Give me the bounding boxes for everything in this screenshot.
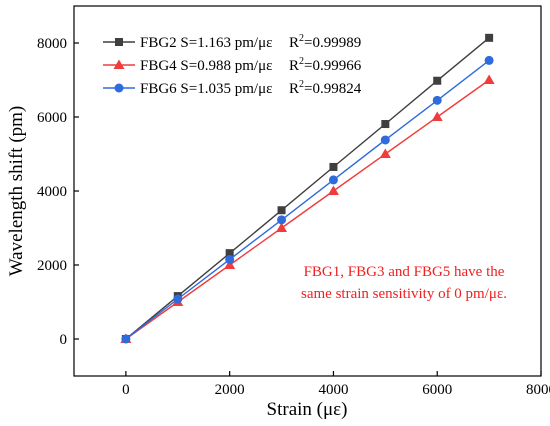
data-point-fbg6 bbox=[484, 55, 494, 65]
data-point-fbg2 bbox=[329, 162, 338, 171]
r2-label: R bbox=[289, 81, 299, 97]
y-tick-label: 4000 bbox=[37, 184, 67, 200]
data-point-fbg2 bbox=[485, 33, 494, 42]
data-point-fbg4 bbox=[379, 148, 391, 158]
data-point-fbg2 bbox=[277, 206, 286, 215]
y-tick-label: 6000 bbox=[37, 110, 67, 126]
r2-label: R bbox=[289, 58, 299, 74]
annotation-line: same strain sensitivity of 0 pm/με. bbox=[301, 286, 507, 302]
series-line-fbg6 bbox=[125, 59, 490, 340]
data-point-fbg6 bbox=[277, 215, 287, 225]
data-point-fbg2 bbox=[381, 120, 390, 129]
y-tick-label: 8000 bbox=[37, 36, 67, 52]
data-point-fbg4 bbox=[483, 74, 495, 84]
plot-layer bbox=[120, 33, 495, 344]
legend-marker-fbg6 bbox=[114, 83, 124, 93]
legend-label-fbg4: FBG4 S=0.988 pm/με bbox=[140, 58, 272, 74]
data-point-fbg2 bbox=[225, 249, 234, 258]
x-tick-label: 0 bbox=[122, 382, 130, 398]
data-point-fbg2 bbox=[433, 76, 442, 85]
series-line-fbg4 bbox=[125, 79, 490, 340]
data-point-fbg6 bbox=[173, 294, 183, 304]
x-tick-label: 2000 bbox=[215, 382, 245, 398]
r2-superscript: 2 bbox=[299, 33, 304, 44]
series-line-fbg2 bbox=[125, 37, 490, 340]
y-tick-label: 0 bbox=[60, 332, 68, 348]
x-tick-label: 4000 bbox=[318, 382, 348, 398]
r2-superscript: 2 bbox=[299, 79, 304, 90]
legend-label-fbg6: FBG6 S=1.035 pm/με bbox=[140, 81, 272, 97]
y-axis-title: Wavelength shift (pm) bbox=[6, 106, 27, 276]
r2-value: =0.99966 bbox=[304, 58, 362, 74]
r2-value: =0.99824 bbox=[304, 81, 362, 97]
r2-label: R bbox=[289, 35, 299, 51]
x-tick-label: 8000 bbox=[526, 382, 550, 398]
annotation-line: FBG1, FBG3 and FBG5 have the bbox=[304, 264, 505, 280]
legend-marker-fbg4 bbox=[113, 59, 125, 69]
x-axis-title: Strain (με) bbox=[267, 399, 348, 420]
legend-r2-fbg6: R2=0.99824 bbox=[289, 79, 362, 97]
data-point-fbg6 bbox=[380, 135, 390, 145]
legend-r2-fbg2: R2=0.99989 bbox=[289, 33, 361, 51]
data-point-fbg4 bbox=[276, 222, 288, 232]
axes-layer: 0 2000 4000 6000 8000 0 2000 4000 6000 8000 bbox=[37, 36, 550, 398]
y-tick-label: 2000 bbox=[37, 258, 67, 274]
r2-superscript: 2 bbox=[299, 56, 304, 67]
r2-value: =0.99989 bbox=[304, 35, 361, 51]
data-point-fbg4 bbox=[431, 111, 443, 121]
data-point-fbg6 bbox=[225, 254, 235, 264]
data-point-fbg6 bbox=[328, 175, 338, 185]
annotation: FBG1, FBG3 and FBG5 have the same strain … bbox=[301, 264, 507, 302]
data-point-fbg4 bbox=[224, 259, 236, 269]
data-point-fbg6 bbox=[121, 334, 131, 344]
data-point-fbg6 bbox=[432, 95, 442, 105]
data-point-fbg4 bbox=[327, 185, 339, 195]
legend-marker-fbg2 bbox=[115, 38, 123, 46]
legend-r2-fbg4: R2=0.99966 bbox=[289, 56, 362, 74]
legend-label-fbg2: FBG2 S=1.163 pm/με bbox=[140, 35, 272, 51]
x-tick-label: 6000 bbox=[422, 382, 452, 398]
